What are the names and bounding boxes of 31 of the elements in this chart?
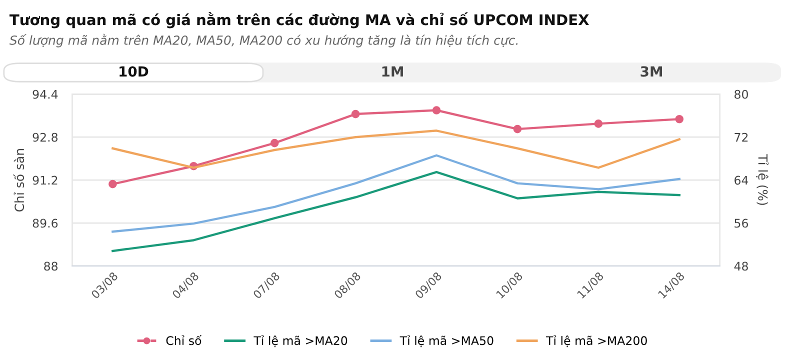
chart-subtitle: Số lượng mã nằm trên MA20, MA50, MA200 có xu hướng tăng là tín hiệu tích cực. [9,34,518,48]
point [594,120,603,128]
legend-label: Tỉ lệ mã >MA200 [546,335,647,348]
point [432,106,441,114]
text: 10D [120,66,148,77]
point [351,110,360,118]
line-series [112,154,680,233]
point [513,124,522,134]
text: 1M [382,66,403,77]
y2-tick-label: 80 [734,90,748,99]
y2-tick-label: 48 [734,262,748,271]
point [675,114,684,124]
y-tick-label: 88 [44,262,58,271]
y-tick-label: 91.2 [32,176,58,185]
y-tick-label: 92.8 [32,132,58,142]
y-axis-title: Chỉ số sàn [13,148,24,212]
legend-label: Tỉ lệ mã >MA50 [400,335,494,348]
legend-label: Tỉ lệ mã >MA20 [254,335,348,348]
line-series [112,130,680,169]
point [108,180,117,188]
chart-title: Tương quan mã có giá nằm trên các đường MA và chỉ số UPCOM INDEX [9,12,589,28]
y2-axis-title: Tỉ lệ (%) [756,154,769,205]
text: 3M [640,66,662,77]
legend-label: Chỉ số [166,334,202,346]
y-tick-label: 94.4 [32,90,58,99]
y2-tick-label: 56 [734,218,748,228]
y2-tick-label: 72 [734,132,748,142]
y-tick-label: 89.6 [32,218,58,228]
point [270,138,279,148]
y2-tick-label: 64 [734,176,748,185]
line-series [112,170,680,252]
